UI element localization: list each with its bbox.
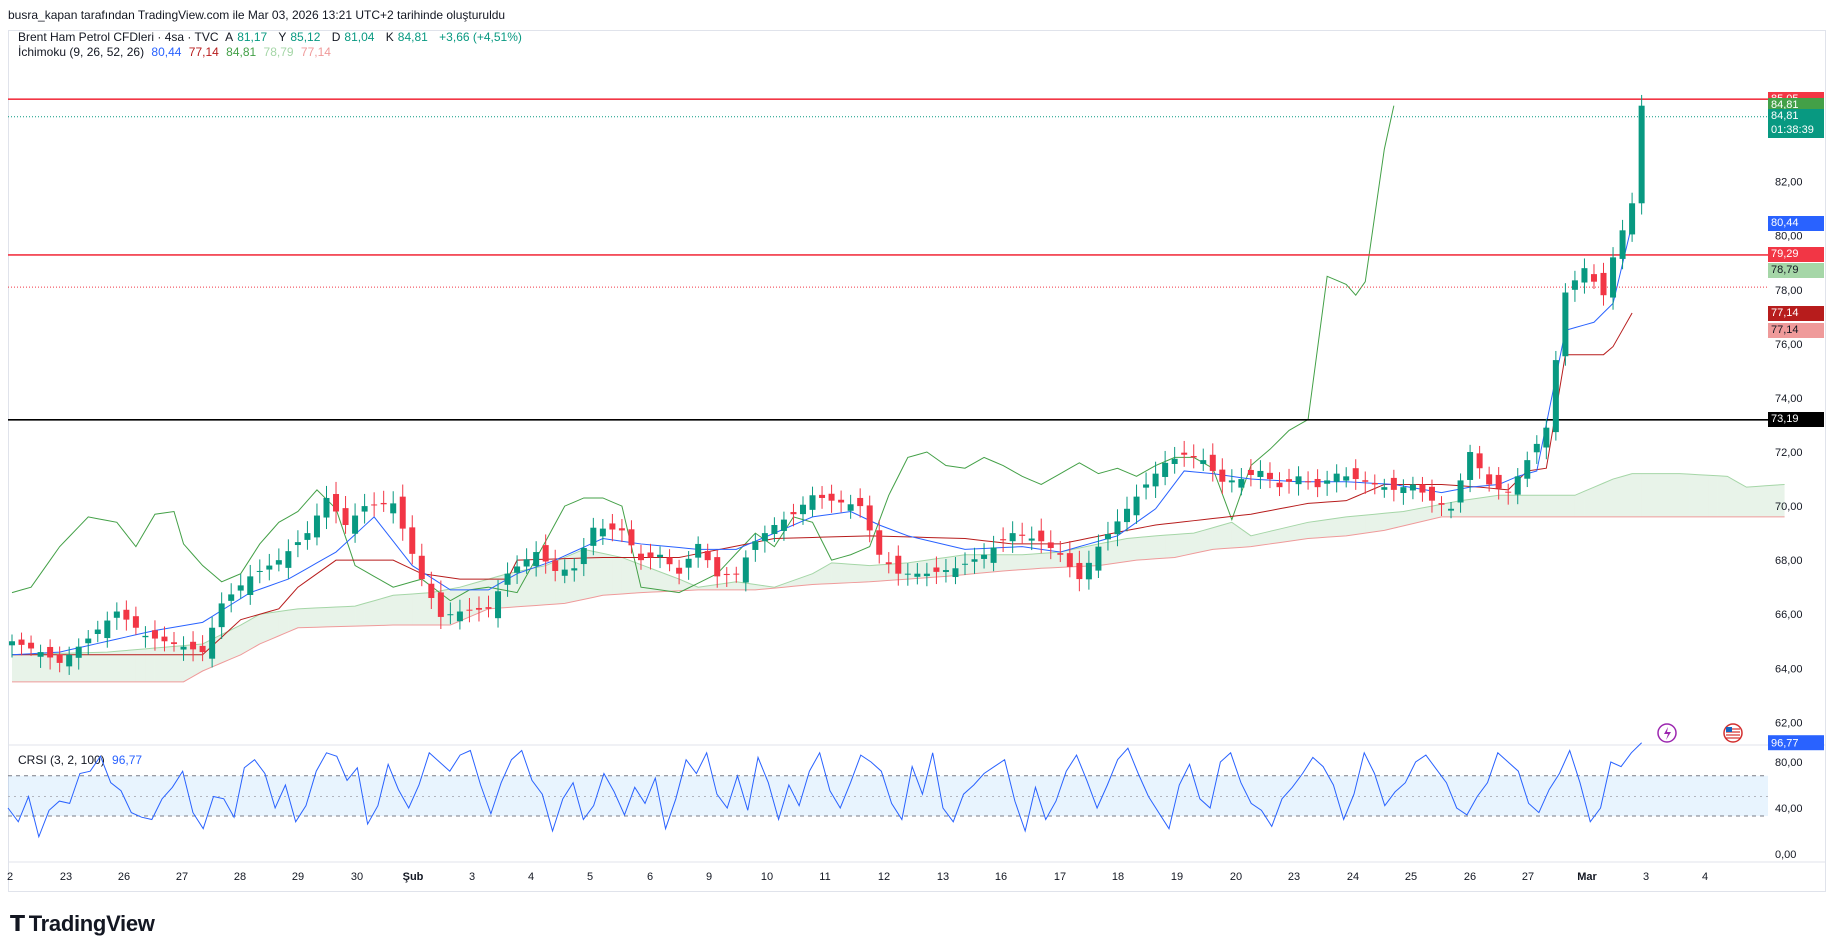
price-label: 73,19 bbox=[1768, 412, 1824, 428]
crsi-label: CRSI (3, 2, 100) bbox=[18, 753, 105, 767]
open-value: A 81,17 bbox=[225, 30, 268, 44]
high-value: Y 85,12 bbox=[278, 30, 321, 44]
symbol-legend: Brent Ham Petrol CFDleri · 4sa · TVC A 81… bbox=[18, 30, 526, 44]
price-label: 01:38:39 bbox=[1768, 122, 1824, 138]
tradingview-logo[interactable]: 𝗧 TradingView bbox=[10, 911, 155, 936]
ichimoku-chikou-value: 84,81 bbox=[226, 45, 257, 59]
ichimoku-spanb-value: 77,14 bbox=[300, 45, 331, 59]
price-label: 80,44 bbox=[1768, 216, 1824, 232]
low-value: D 81,04 bbox=[331, 30, 375, 44]
ichimoku-kijun-value: 77,14 bbox=[188, 45, 219, 59]
close-value: K 84,81 bbox=[385, 30, 428, 44]
price-label: 84,81 bbox=[1768, 109, 1824, 125]
ichimoku-label: İchimoku (9, 26, 52, 26) bbox=[18, 45, 145, 59]
price-label: 78,79 bbox=[1768, 263, 1824, 279]
ichimoku-spana-value: 78,79 bbox=[263, 45, 294, 59]
symbol-name[interactable]: Brent Ham Petrol CFDleri · 4sa · TVC bbox=[18, 30, 219, 44]
price-label: 79,29 bbox=[1768, 247, 1824, 263]
ichimoku-tenkan-value: 80,44 bbox=[151, 45, 182, 59]
attribution-text: busra_kapan tarafından TradingView.com i… bbox=[8, 8, 506, 22]
price-label: 77,14 bbox=[1768, 305, 1824, 321]
price-label: 77,14 bbox=[1768, 322, 1824, 338]
crsi-legend[interactable]: CRSI (3, 2, 100) 96,77 bbox=[18, 753, 146, 767]
ichimoku-legend[interactable]: İchimoku (9, 26, 52, 26) 80,44 77,14 84,… bbox=[18, 45, 335, 59]
tv-logo-icon: 𝗧 bbox=[10, 911, 25, 936]
change-value: +3,66 (+4,51%) bbox=[439, 30, 522, 44]
chart-frame[interactable] bbox=[8, 30, 1826, 892]
crsi-value: 96,77 bbox=[112, 753, 143, 767]
